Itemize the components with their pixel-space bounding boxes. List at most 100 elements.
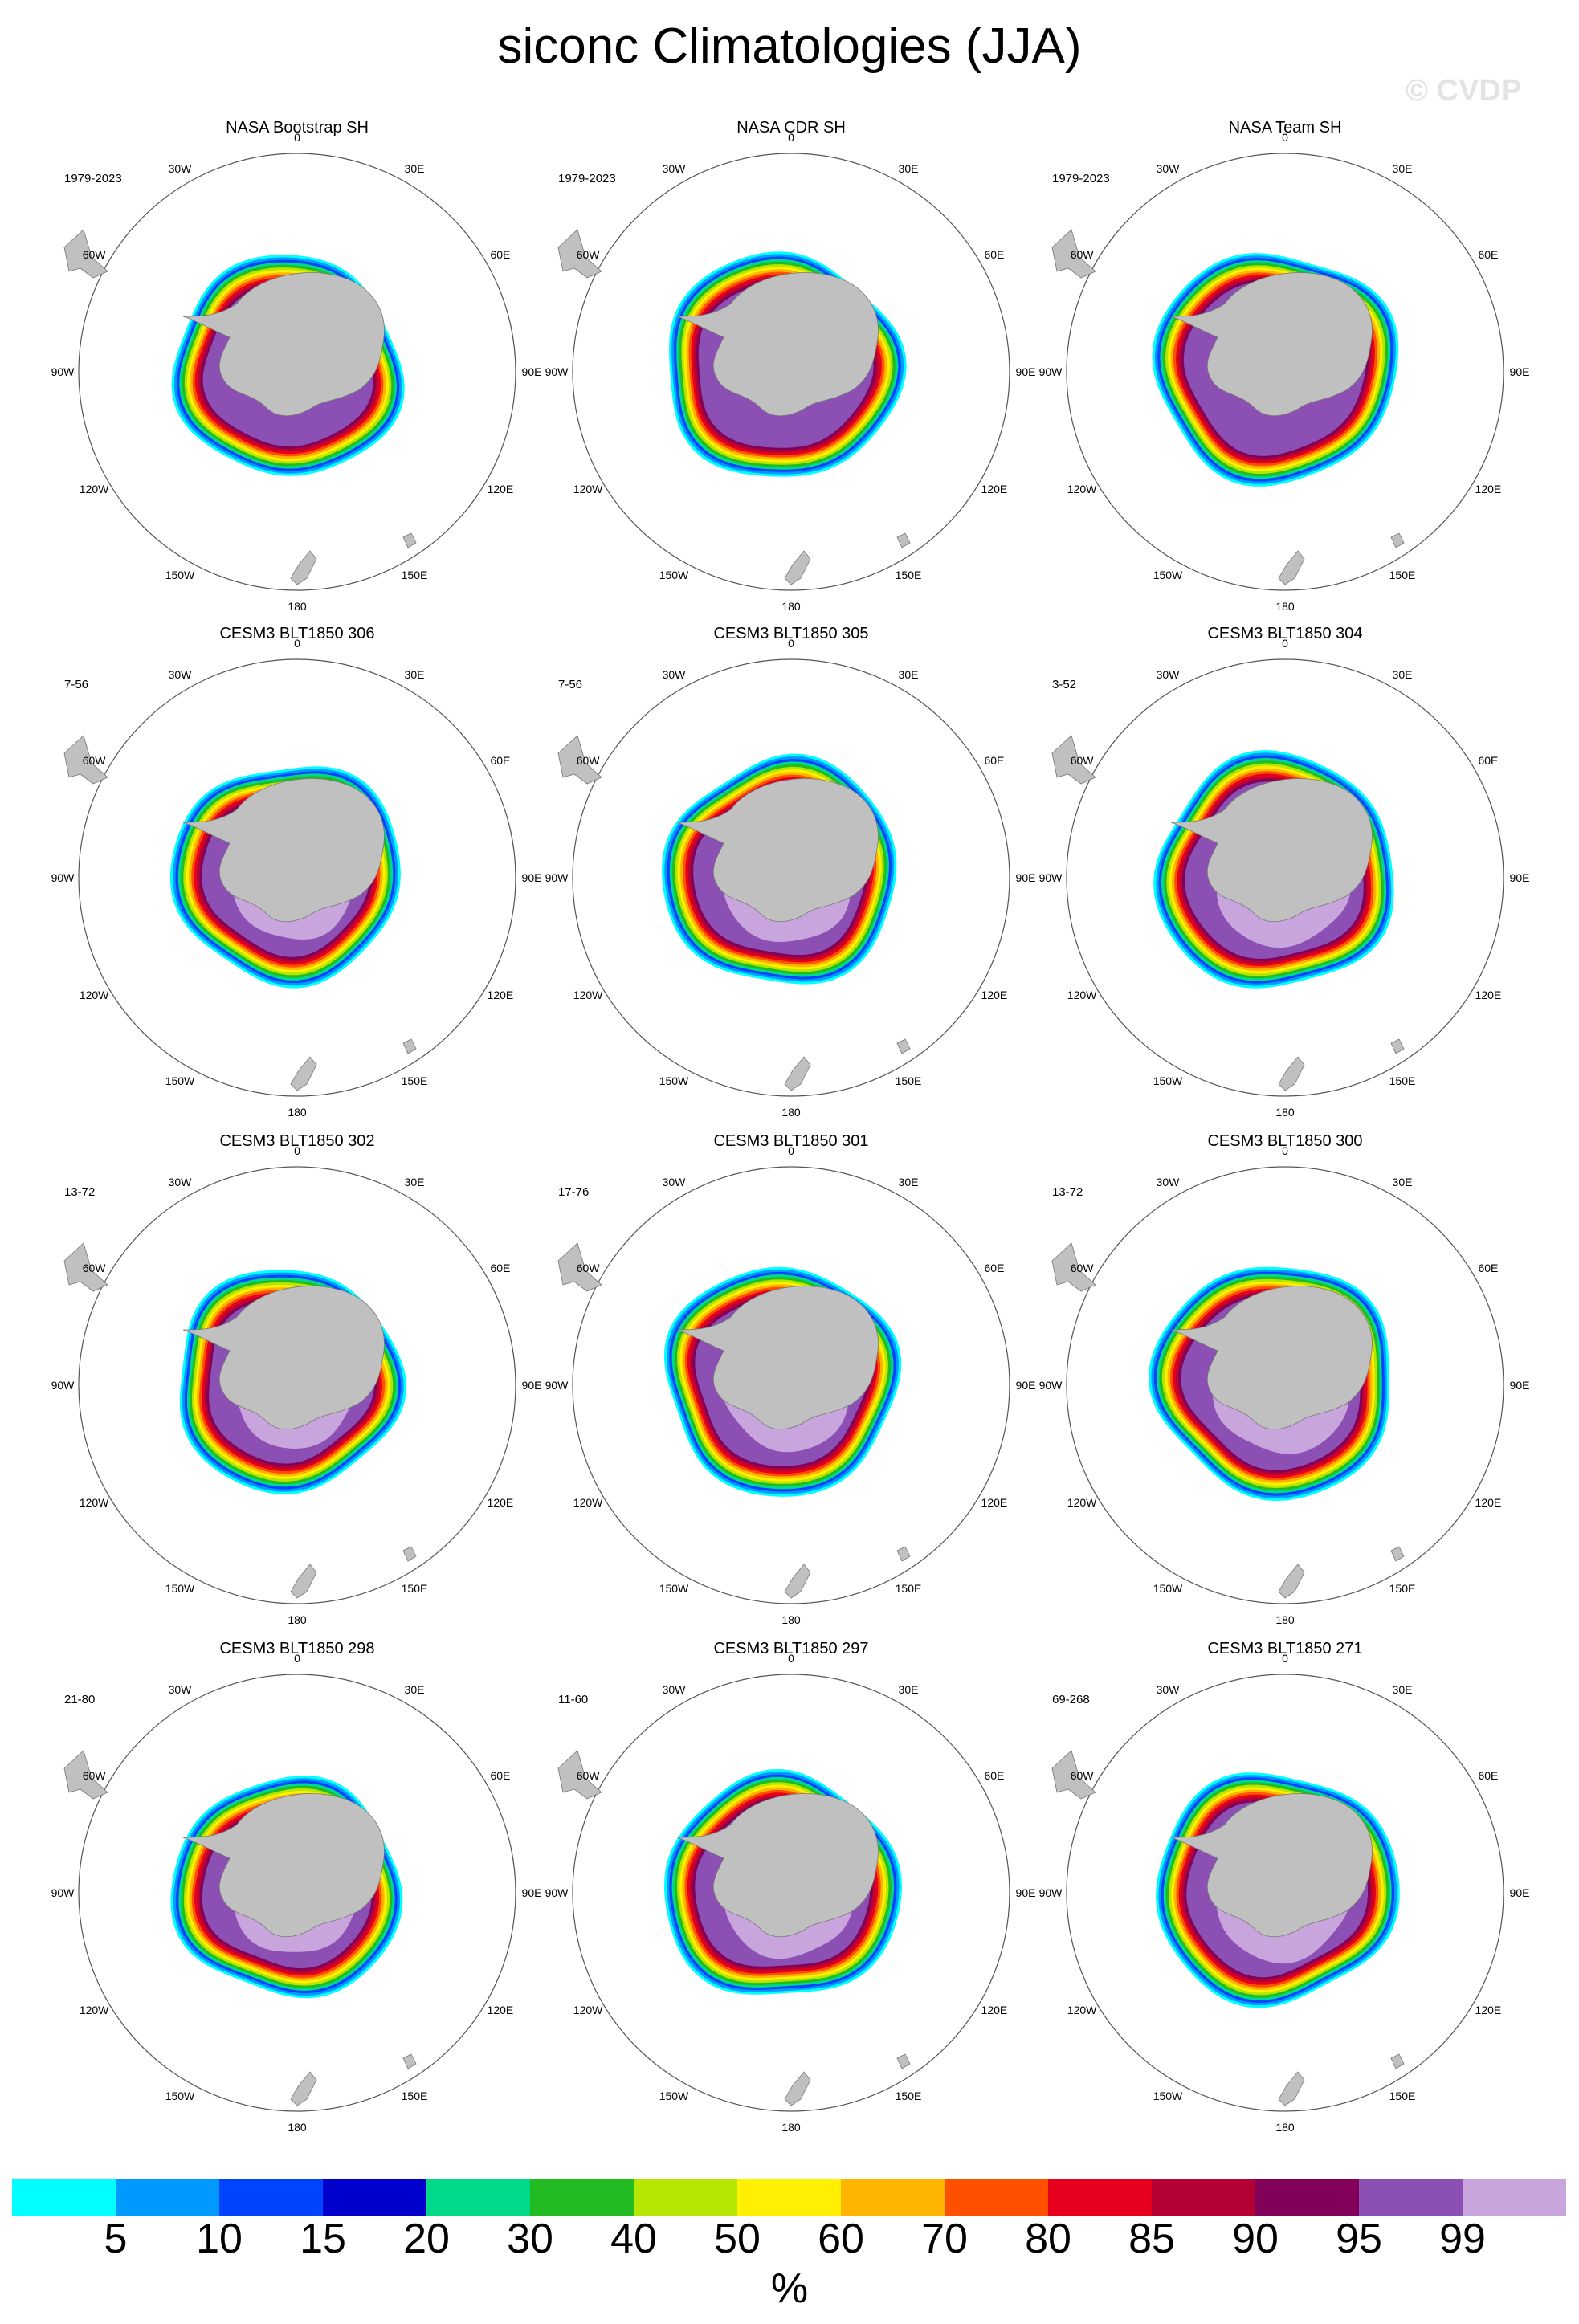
tasmania-landmass <box>402 1546 417 1562</box>
longitude-label: 120E <box>981 2004 1008 2016</box>
tasmania-landmass <box>1390 1546 1405 1562</box>
south-america-landmass <box>63 1242 108 1292</box>
colorbar-tick-label: 15 <box>300 2216 346 2262</box>
tasmania-landmass <box>896 2053 911 2069</box>
longitude-label: 30W <box>1157 1683 1181 1696</box>
colorbar-bin <box>945 2179 1048 2216</box>
longitude-label: 30E <box>899 668 919 681</box>
longitude-label: 180 <box>781 1613 801 1626</box>
panel-year-range: 1979-2023 <box>64 172 122 186</box>
longitude-label: 150E <box>402 2090 428 2102</box>
new-zealand-landmass <box>1278 2071 1305 2106</box>
new-zealand-landmass <box>290 550 317 585</box>
tasmania-landmass <box>1390 1038 1405 1054</box>
tasmania-landmass <box>896 1546 911 1562</box>
panel-title: CESM3 BLT1850 304 <box>1207 625 1363 642</box>
polar-stereo-map: 0 30E 60E 90E 120E 150E 180 150W 120W 90W 60W 30W <box>545 1144 1036 1626</box>
longitude-label: 90E <box>1016 871 1036 884</box>
longitude-label: 60E <box>490 248 510 261</box>
map-panel: CESM3 BLT1850 297 11-60 0 30E 60E 90E 120E 150E… <box>534 1640 1048 2146</box>
longitude-label: 150E <box>896 1582 922 1595</box>
longitude-label: 0 <box>1282 1144 1288 1157</box>
cvdp-watermark: © CVDP <box>1406 74 1522 108</box>
new-zealand-landmass <box>784 550 811 585</box>
longitude-label: 30E <box>1393 1176 1413 1189</box>
new-zealand-landmass <box>784 1056 811 1091</box>
longitude-label: 150W <box>1153 1582 1183 1595</box>
colorbar-bin <box>12 2179 116 2216</box>
longitude-label: 150E <box>1389 2090 1416 2102</box>
longitude-label: 60W <box>577 1262 601 1274</box>
tasmania-landmass <box>896 1038 911 1054</box>
colorbar <box>12 2179 1566 2216</box>
longitude-label: 0 <box>294 637 300 650</box>
longitude-label: 0 <box>788 1144 794 1157</box>
longitude-label: 60E <box>984 1262 1004 1274</box>
panel-year-range: 1979-2023 <box>558 172 616 186</box>
longitude-label: 60W <box>1071 248 1095 261</box>
colorbar-tick-label: 90 <box>1232 2216 1279 2262</box>
colorbar-bin <box>737 2179 841 2216</box>
longitude-label: 120W <box>80 989 109 1001</box>
colorbar-tick-label: 10 <box>196 2216 243 2262</box>
longitude-label: 0 <box>1282 1652 1288 1665</box>
map-panel: CESM3 BLT1850 302 13-72 0 30E 60E 90E 120E 150E… <box>40 1132 554 1638</box>
longitude-label: 150E <box>1389 569 1416 581</box>
longitude-label: 90E <box>1510 1379 1530 1392</box>
tasmania-landmass <box>1390 2053 1405 2069</box>
longitude-label: 150W <box>165 1582 195 1595</box>
tasmania-landmass <box>402 1038 417 1054</box>
longitude-label: 60E <box>1478 1769 1498 1782</box>
longitude-label: 60W <box>577 248 601 261</box>
new-zealand-landmass <box>1278 550 1305 585</box>
longitude-label: 180 <box>288 600 307 613</box>
longitude-label: 90W <box>1039 1886 1063 1899</box>
longitude-label: 0 <box>294 131 300 144</box>
longitude-label: 150E <box>1389 1074 1416 1087</box>
longitude-label: 90E <box>1510 871 1530 884</box>
longitude-label: 30E <box>1393 1683 1413 1696</box>
longitude-label: 180 <box>781 1106 801 1119</box>
antarctica-landmass <box>676 1286 879 1430</box>
polar-stereo-map: 0 30E 60E 90E 120E 150E 180 150W 120W 90W 60W 30W <box>545 1652 1036 2134</box>
longitude-label: 120E <box>488 989 514 1001</box>
panel-year-range: 7-56 <box>558 678 583 691</box>
panel-year-range: 13-72 <box>1052 1185 1083 1199</box>
longitude-label: 90E <box>522 1379 542 1392</box>
longitude-label: 120W <box>80 2004 109 2016</box>
longitude-label: 30E <box>1393 668 1413 681</box>
south-america-landmass <box>557 1750 602 1800</box>
south-america-landmass <box>1051 1750 1096 1800</box>
antarctica-landmass <box>676 1793 879 1938</box>
longitude-label: 90W <box>545 1886 569 1899</box>
longitude-label: 120W <box>573 989 603 1001</box>
panel-title: CESM3 BLT1850 300 <box>1207 1132 1363 1150</box>
panel-title: NASA CDR SH <box>736 119 846 137</box>
figure-title: siconc Climatologies (JJA) <box>497 18 1082 74</box>
panel-year-range: 7-56 <box>64 678 89 691</box>
longitude-label: 150W <box>659 2090 689 2102</box>
longitude-label: 120E <box>981 1496 1008 1509</box>
longitude-label: 90E <box>522 1886 542 1899</box>
colorbar-bin <box>1255 2179 1359 2216</box>
panel-year-range: 17-76 <box>558 1185 590 1199</box>
longitude-label: 30W <box>663 1176 687 1189</box>
polar-stereo-map: 0 30E 60E 90E 120E 150E 180 150W 120W 90W 60W 30W <box>51 1144 542 1626</box>
colorbar-bin <box>1463 2179 1566 2216</box>
panel-title: CESM3 BLT1850 302 <box>219 1132 375 1150</box>
polar-stereo-map: 0 30E 60E 90E 120E 150E 180 150W 120W 90W 60W 30W <box>51 131 542 613</box>
longitude-label: 150E <box>896 1074 922 1087</box>
longitude-label: 90E <box>1016 365 1036 378</box>
panel-title: CESM3 BLT1850 306 <box>219 625 375 642</box>
south-america-landmass <box>1051 229 1096 279</box>
panel-year-range: 21-80 <box>64 1693 96 1706</box>
longitude-label: 180 <box>288 1613 307 1626</box>
longitude-label: 60E <box>1478 754 1498 767</box>
tasmania-landmass <box>402 2053 417 2069</box>
longitude-label: 150W <box>1153 2090 1183 2102</box>
longitude-label: 150W <box>165 569 195 581</box>
south-america-landmass <box>557 229 602 279</box>
longitude-label: 120E <box>1475 483 1502 495</box>
longitude-label: 30W <box>663 1683 687 1696</box>
longitude-label: 90E <box>1016 1379 1036 1392</box>
